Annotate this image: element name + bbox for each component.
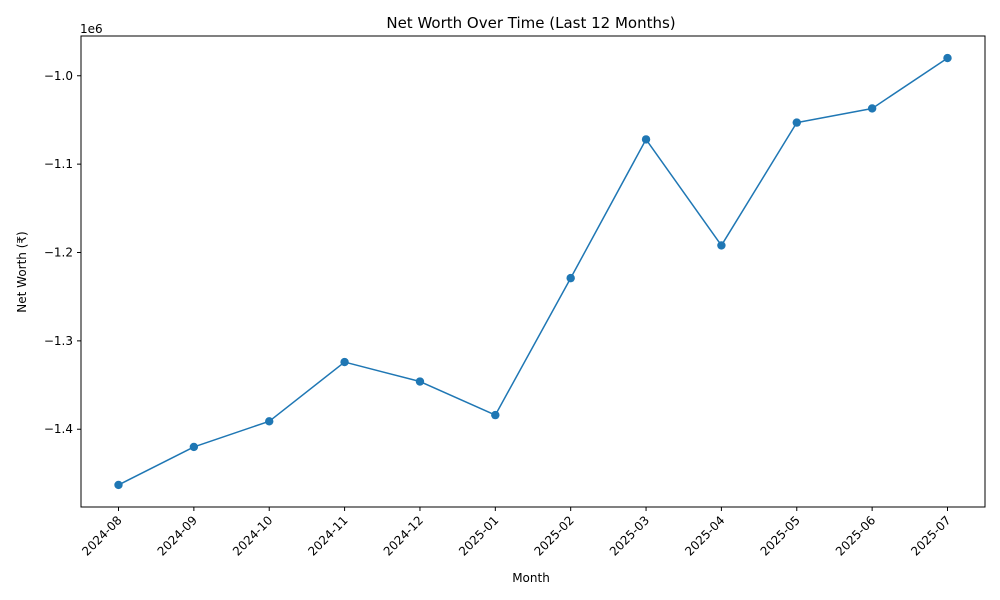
y-tick-label: −1.2 <box>44 246 73 260</box>
data-point <box>641 135 651 144</box>
data-point <box>265 417 274 426</box>
y-tick-label: −1.3 <box>44 334 73 348</box>
data-point <box>566 273 575 283</box>
y-axis-label: Net Worth (₹) <box>15 231 29 312</box>
data-point <box>189 442 199 452</box>
y-tick-label: −1.0 <box>44 69 73 83</box>
data-point <box>943 53 952 63</box>
data-point <box>867 104 877 113</box>
data-point <box>491 410 500 420</box>
chart-title: Net Worth Over Time (Last 12 Months) <box>386 14 675 32</box>
plot-frame <box>80 35 986 508</box>
x-axis-label: Month <box>512 571 550 585</box>
data-point <box>340 357 349 367</box>
data-point <box>114 480 123 490</box>
y-offset-label: 1e6 <box>80 22 103 36</box>
y-tick-label: −1.4 <box>44 422 73 436</box>
data-point <box>792 118 801 127</box>
series-line <box>118 57 948 486</box>
data-point <box>415 377 425 386</box>
y-tick-label: −1.1 <box>44 157 73 171</box>
data-point <box>717 241 726 250</box>
